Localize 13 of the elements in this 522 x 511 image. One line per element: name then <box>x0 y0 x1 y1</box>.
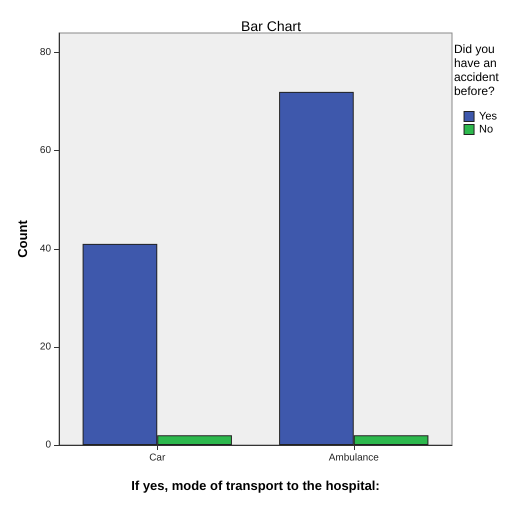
x-axis-title: If yes, mode of transport to the hospital: <box>131 478 380 493</box>
y-tick-label: 60 <box>40 145 52 156</box>
legend-label: Yes <box>479 110 498 122</box>
y-axis-title: Count <box>15 220 30 258</box>
x-tick-label: Car <box>149 452 166 464</box>
chart-title: Bar Chart <box>241 18 302 34</box>
legend-title: Did you have an accident before? <box>454 42 502 98</box>
y-tick-label: 0 <box>45 440 52 450</box>
legend-label: No <box>479 124 494 136</box>
y-tick-label: 40 <box>40 243 52 254</box>
y-tick-label: 80 <box>40 47 52 58</box>
x-tick-label: Ambulance <box>328 452 380 464</box>
y-tick-label: 20 <box>40 341 52 352</box>
